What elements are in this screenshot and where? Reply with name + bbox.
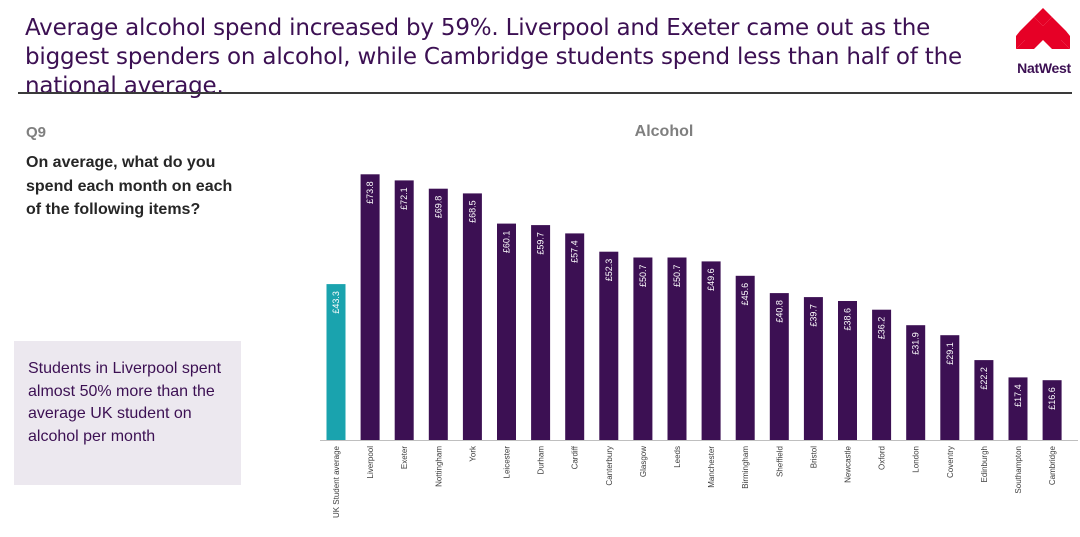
category-label: Edinburgh <box>980 446 989 482</box>
bar-glasgow <box>633 257 653 440</box>
bar-durham <box>531 225 551 440</box>
bar-oxford <box>872 309 892 440</box>
category-label: Oxford <box>878 446 887 470</box>
bar-coventry <box>940 335 960 440</box>
category-label: Canterbury <box>605 446 614 486</box>
question-number: Q9 <box>26 124 47 141</box>
category-label: Leeds <box>673 446 682 468</box>
bar-bristol <box>803 297 823 440</box>
data-label: £36.2 <box>877 317 887 340</box>
category-label: London <box>912 446 921 473</box>
category-label: Liverpool <box>366 446 375 479</box>
category-label: UK Student average <box>332 445 341 518</box>
logo-wordmark: NatWest <box>1017 60 1071 76</box>
header-divider <box>18 92 1072 94</box>
category-label: Nottingham <box>434 446 443 487</box>
data-label: £29.1 <box>945 342 955 365</box>
data-label: £60.1 <box>502 231 512 254</box>
callout-box: Students in Liverpool spent almost 50% m… <box>14 341 241 485</box>
data-label: £49.6 <box>706 268 716 291</box>
callout-text: Students in Liverpool spent almost 50% m… <box>28 360 222 445</box>
category-label: Sheffield <box>775 446 784 477</box>
data-label: £31.9 <box>911 332 921 355</box>
category-label: Durham <box>537 446 546 475</box>
bar-york <box>462 193 482 440</box>
data-label: £22.2 <box>979 367 989 390</box>
bar-newcastle <box>838 301 857 440</box>
data-label: £68.5 <box>467 200 477 223</box>
data-label: £73.8 <box>365 181 375 204</box>
question-text: On average, what do you spend each month… <box>26 154 233 218</box>
category-label: Manchester <box>707 446 716 488</box>
headline: Average alcohol spend increased by 59%. … <box>25 15 962 99</box>
data-label: £16.6 <box>1047 387 1057 410</box>
bar-london <box>906 325 926 440</box>
bar-uk-student-average <box>326 284 346 440</box>
category-label: York <box>468 445 477 462</box>
category-label: Cambridge <box>1048 445 1057 485</box>
category-label: Leicester <box>503 446 512 479</box>
data-label: £72.1 <box>399 187 409 210</box>
bar-exeter <box>394 180 414 440</box>
category-label: Southampton <box>1014 446 1023 494</box>
data-label: £50.7 <box>672 265 682 288</box>
category-label: Glasgow <box>639 446 648 477</box>
data-label: £50.7 <box>638 265 648 288</box>
data-label: £57.4 <box>570 240 580 263</box>
chart-title: Alcohol <box>635 123 694 140</box>
bar-leeds <box>667 257 687 440</box>
bar-southampton <box>1008 377 1028 440</box>
bar-edinburgh <box>974 360 994 440</box>
category-label: Coventry <box>946 446 955 478</box>
data-label: £45.6 <box>740 283 750 306</box>
data-label: £40.8 <box>774 300 784 323</box>
bar-sheffield <box>769 293 789 440</box>
data-label: £43.3 <box>331 291 341 314</box>
bar-nottingham <box>428 188 448 440</box>
data-label: £52.3 <box>604 259 614 282</box>
category-label: Cardiff <box>571 445 580 469</box>
data-label: £17.4 <box>1013 384 1023 407</box>
category-label: Exeter <box>400 446 409 469</box>
bar-manchester <box>701 261 721 440</box>
data-label: £38.6 <box>843 308 853 331</box>
category-label: Birmingham <box>741 446 750 489</box>
bar-canterbury <box>599 251 619 440</box>
bar-cardiff <box>565 233 585 440</box>
category-label: Newcastle <box>844 445 853 482</box>
data-label: £59.7 <box>536 232 546 255</box>
bar-leicester <box>497 223 516 440</box>
category-label: Bristol <box>809 446 818 468</box>
data-label: £39.7 <box>808 304 818 327</box>
bar-liverpool <box>360 174 380 441</box>
bar-birmingham <box>735 275 755 440</box>
natwest-logo-icon <box>1016 8 1070 49</box>
bar-cambridge <box>1042 380 1062 440</box>
data-label: £69.8 <box>433 196 443 219</box>
